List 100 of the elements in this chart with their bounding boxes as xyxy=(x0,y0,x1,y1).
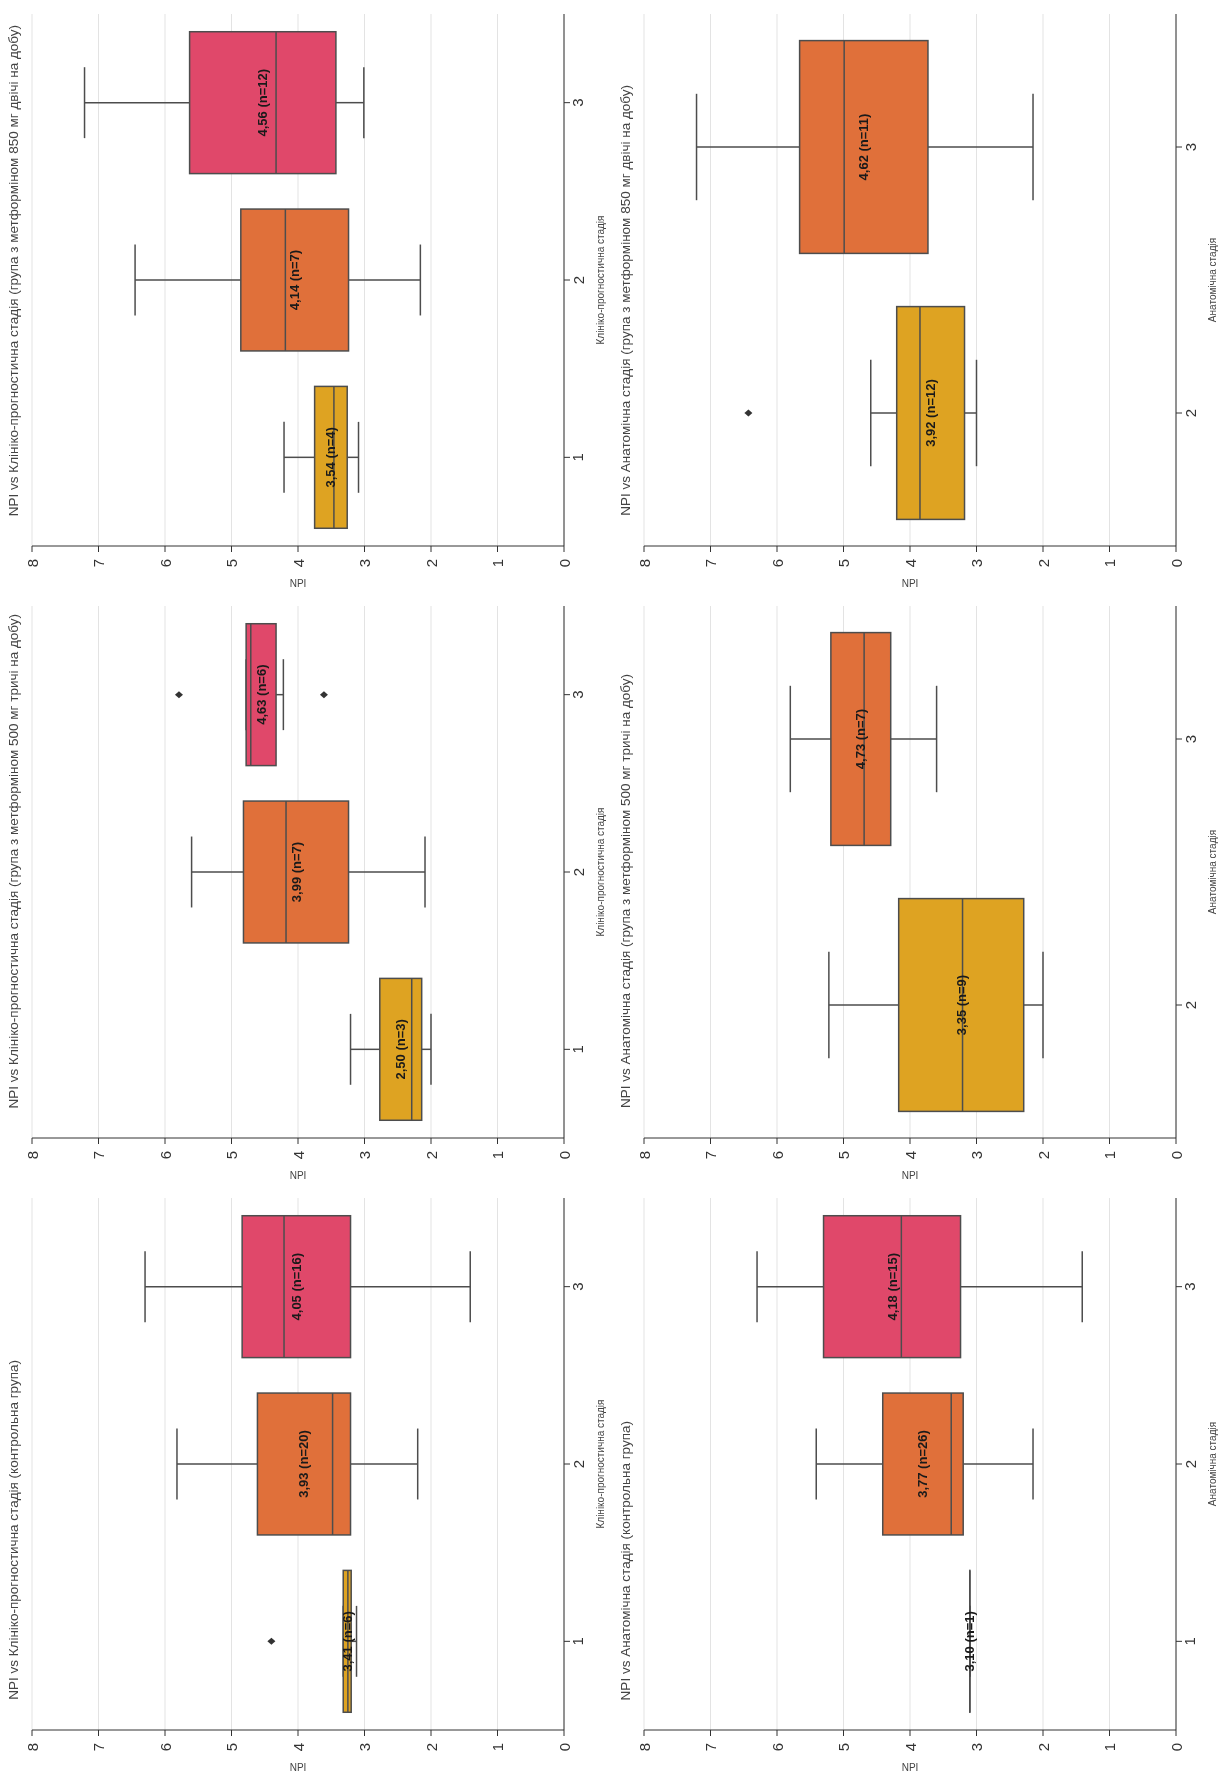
annotation: 2,50 (n=3) xyxy=(393,1019,409,1080)
y-tick-label: 3 xyxy=(569,690,587,699)
x-tick-label: 6 xyxy=(768,1150,786,1160)
annotation: 3,35 (n=9) xyxy=(953,974,969,1036)
y-axis-title: Клініко-прогностична стадія xyxy=(594,215,606,345)
annotation: 3,54 (n=4) xyxy=(323,427,339,488)
x-tick-label: 4 xyxy=(289,558,307,568)
x-tick-label: 5 xyxy=(835,558,852,568)
annotation: 3,77 (n=26) xyxy=(915,1430,931,1498)
x-tick-label: 3 xyxy=(968,1742,985,1752)
y-tick-label: 3 xyxy=(569,1282,587,1291)
text: NPI vs Клініко-прогностична стадія (контрольна група) xyxy=(6,1360,21,1700)
x-tick-label: 7 xyxy=(702,1742,719,1752)
x-tick-label: 5 xyxy=(223,1742,240,1752)
annotation: 3,92 (n=12) xyxy=(923,379,939,447)
annotation: 4,14 (n=7) xyxy=(287,249,303,311)
x-tick-label: 6 xyxy=(156,1150,174,1160)
x-tick-label: 4 xyxy=(289,1150,307,1160)
y-axis-title: Анатомічна стадія xyxy=(1206,1421,1218,1507)
x-tick-label: 8 xyxy=(635,1150,653,1160)
x-tick-label: 8 xyxy=(23,1742,41,1752)
y-tick-label: 3 xyxy=(1181,142,1199,152)
x-tick-label: 0 xyxy=(555,1150,573,1160)
x-tick-label: 2 xyxy=(422,558,440,568)
x-tick-label: 3 xyxy=(356,1150,373,1160)
x-tick-label: 1 xyxy=(489,1742,506,1752)
x-axis-title: NPI xyxy=(289,1169,307,1181)
y-tick-label: 1 xyxy=(569,453,587,462)
y-axis-title: Клініко-прогностична стадія xyxy=(594,807,606,937)
text: NPI vs Анатомічна стадія (контрольна група) xyxy=(618,1420,633,1700)
x-tick-label: 1 xyxy=(489,558,506,568)
x-tick-label: 7 xyxy=(702,558,719,568)
x-tick-label: 1 xyxy=(1101,1742,1118,1752)
x-tick-label: 0 xyxy=(555,558,573,568)
annotation: 4,62 (n=11) xyxy=(856,113,872,181)
annotation: 3,99 (n=7) xyxy=(288,841,304,903)
y-tick-label: 2 xyxy=(1181,1000,1199,1010)
y-tick-label: 2 xyxy=(569,275,587,285)
x-tick-label: 4 xyxy=(901,1150,919,1160)
x-tick-label: 0 xyxy=(1167,1150,1185,1160)
x-tick-label: 5 xyxy=(223,558,240,568)
x-tick-label: 6 xyxy=(768,1742,786,1752)
x-tick-label: 3 xyxy=(968,1150,985,1160)
x-tick-label: 7 xyxy=(702,1150,719,1160)
x-tick-label: 2 xyxy=(1034,1150,1052,1160)
annotation: 3,41 (n=6) xyxy=(339,1611,355,1672)
text: NPI vs Клініко-прогностична стадія (група з метформіном 850 мг двічі на добу) xyxy=(6,24,21,516)
y-tick-label: 2 xyxy=(569,1459,587,1469)
x-tick-label: 5 xyxy=(223,1150,240,1160)
x-tick-label: 6 xyxy=(156,1742,174,1752)
x-tick-label: 3 xyxy=(356,1742,373,1752)
text: NPI vs Анатомічна стадія (група з метформіном 850 мг двічі на добу) xyxy=(618,85,633,516)
x-tick-label: 8 xyxy=(23,558,41,568)
x-tick-label: 2 xyxy=(422,1150,440,1160)
annotation: 4,56 (n=12) xyxy=(255,68,271,137)
y-tick-label: 3 xyxy=(1181,734,1199,744)
y-tick-label: 1 xyxy=(1181,1637,1199,1646)
x-axis-title: NPI xyxy=(901,1169,919,1181)
x-tick-label: 5 xyxy=(835,1150,852,1160)
x-axis-title: NPI xyxy=(901,577,919,589)
x-tick-label: 6 xyxy=(768,558,786,568)
annotation: 4,63 (n=6) xyxy=(253,664,269,725)
x-axis-title: NPI xyxy=(289,577,307,589)
x-tick-label: 0 xyxy=(555,1742,573,1752)
x-tick-label: 1 xyxy=(1101,1150,1118,1160)
x-tick-label: 2 xyxy=(1034,1742,1052,1752)
y-tick-label: 2 xyxy=(1181,408,1199,418)
annotation: 4,05 (n=16) xyxy=(288,1252,304,1321)
x-tick-label: 0 xyxy=(1167,558,1185,568)
y-tick-label: 3 xyxy=(569,98,587,107)
x-axis-title: NPI xyxy=(901,1761,919,1773)
y-tick-label: 1 xyxy=(569,1637,587,1646)
annotation: 3,93 (n=20) xyxy=(296,1430,312,1498)
y-axis-title: Клініко-прогностична стадія xyxy=(594,1399,606,1529)
y-tick-label: 3 xyxy=(1181,1282,1199,1291)
y-axis-title: Анатомічна стадія xyxy=(1206,237,1218,323)
x-tick-label: 7 xyxy=(90,1742,107,1752)
annotation: 3,10 (n=1) xyxy=(962,1611,978,1672)
x-tick-label: 7 xyxy=(90,558,107,568)
y-axis-title: Анатомічна стадія xyxy=(1206,829,1218,915)
x-tick-label: 4 xyxy=(901,558,919,568)
x-tick-label: 6 xyxy=(156,558,174,568)
x-axis-title: NPI xyxy=(289,1761,307,1773)
x-tick-label: 3 xyxy=(356,558,373,568)
x-tick-label: 1 xyxy=(489,1150,506,1160)
text: NPI vs Анатомічна стадія (група з метформіном 500 мг тричі на добу) xyxy=(618,674,633,1108)
x-tick-label: 4 xyxy=(901,1742,919,1752)
x-tick-label: 8 xyxy=(23,1150,41,1160)
y-tick-label: 2 xyxy=(569,867,587,877)
annotation: 4,18 (n=15) xyxy=(884,1252,900,1321)
x-tick-label: 2 xyxy=(1034,558,1052,568)
x-tick-label: 8 xyxy=(635,558,653,568)
x-tick-label: 1 xyxy=(1101,558,1118,568)
text: NPI vs Клініко-прогностична стадія (група з метформіном 500 мг тричі на добу) xyxy=(6,613,21,1108)
x-tick-label: 0 xyxy=(1167,1742,1185,1752)
x-tick-label: 8 xyxy=(635,1742,653,1752)
x-tick-label: 2 xyxy=(422,1742,440,1752)
x-tick-label: 7 xyxy=(90,1150,107,1160)
x-tick-label: 4 xyxy=(289,1742,307,1752)
x-tick-label: 5 xyxy=(835,1742,852,1752)
